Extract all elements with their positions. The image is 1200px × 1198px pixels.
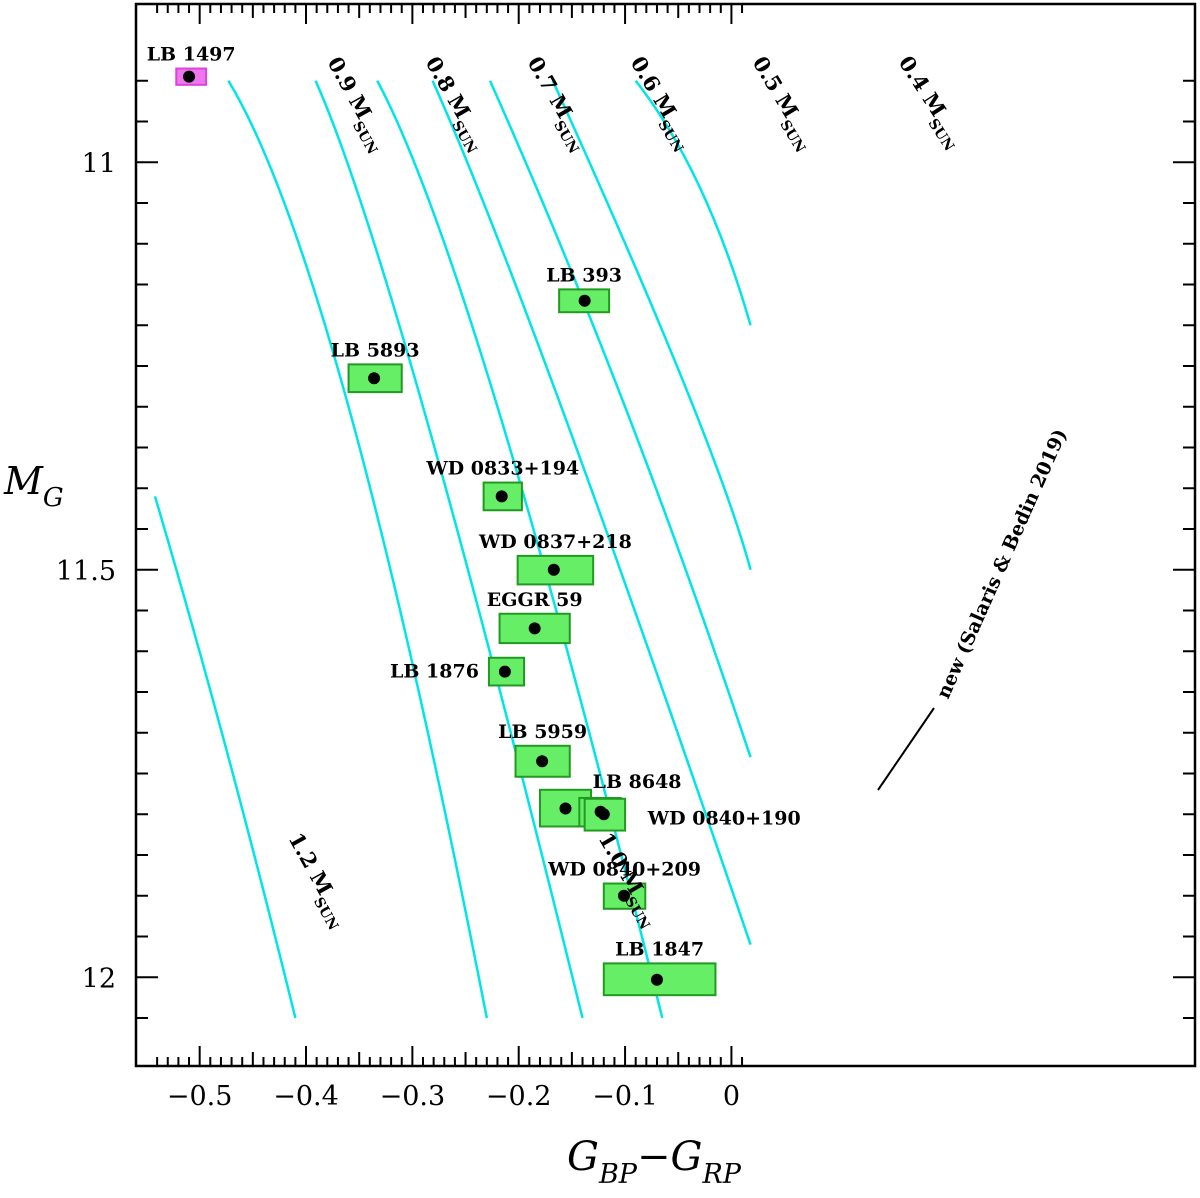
axis-ticks: [136, 4, 1195, 1066]
mass-track-0.7: [431, 80, 752, 946]
label-lb-1497: LB 1497: [147, 44, 236, 66]
mass-track-0.4: [634, 79, 752, 326]
mass-label-unit-sub: SUN: [448, 118, 480, 157]
point-lb-5959: [536, 755, 549, 768]
label-wd-0837-218: WD 0837+218: [478, 531, 632, 553]
point-lb-1876: [498, 665, 511, 678]
x-axis-title-main: G: [567, 1134, 599, 1180]
x-tick-label: −0.2: [486, 1081, 552, 1112]
axis-tick-labels: −0.5 −0.4 −0.3 −0.2 −0.1 0 11 11.5 12: [56, 148, 740, 1112]
y-tick-label: 12: [82, 963, 116, 994]
y-tick-label: 11.5: [56, 556, 116, 587]
label-lb-393: LB 393: [546, 264, 622, 286]
mass-track-0.9: [314, 80, 584, 1019]
label-wd-0840-190: WD 0840+190: [647, 808, 801, 830]
star-labels: LB 1497 LB 393 LB 5893 WD 0833+194 WD 0837+2…: [147, 44, 801, 961]
mass-label-0.4: 0.4 MSUN: [888, 51, 971, 154]
mass-label-0.8: 0.8 MSUN: [415, 52, 494, 157]
point-lb-1847: [650, 973, 663, 986]
point-lb-1497: [183, 70, 196, 83]
mass-label-0.9: 0.9 MSUN: [317, 52, 395, 157]
x-tick-label: −0.5: [167, 1081, 233, 1112]
label-wd-0840-209: WD 0840+209: [547, 859, 701, 881]
label-lb-1847: LB 1847: [615, 938, 704, 960]
x-tick-label: −0.1: [592, 1081, 658, 1112]
star-error-boxes: [175, 67, 717, 997]
mass-track-1.0: [227, 80, 489, 1019]
mass-label-0.6: 0.6 MSUN: [620, 52, 700, 156]
x-axis-title-sub2: RP: [701, 1159, 741, 1190]
mass-label-0.5: 0.5 MSUN: [742, 52, 822, 156]
x-tick-label: 0: [723, 1081, 740, 1112]
point-lb-393: [578, 294, 591, 307]
mass-label-1.2: 1.2 MSUN: [278, 828, 356, 933]
annotation-pointer-line: [877, 707, 935, 791]
x-axis-title: GBP−GRP: [567, 1134, 742, 1190]
label-lb-8648: LB 8648: [593, 771, 682, 793]
mass-label-unit-sub: SUN: [349, 119, 380, 158]
label-lb-5893: LB 5893: [331, 339, 420, 361]
mass-tracks: [153, 79, 752, 1019]
point-wd-0840-190: [597, 808, 610, 821]
y-axis-title-main: M: [3, 459, 44, 503]
mass-label-unit-sub: SUN: [654, 117, 686, 156]
point-wd-0837-218: [547, 563, 560, 576]
point-unlabeled-8: [559, 802, 572, 815]
x-axis-title-sub1: BP: [598, 1159, 638, 1190]
mass-track-0.5: [551, 80, 752, 571]
point-eggr-59: [528, 622, 541, 635]
x-tick-label: −0.4: [273, 1081, 339, 1112]
mass-track-0.6: [488, 80, 752, 758]
y-axis-title: MG: [3, 459, 64, 513]
point-wd-0840-209: [618, 889, 631, 902]
mass-track-1.2: [153, 496, 297, 1019]
x-axis-title-dash: −: [637, 1134, 671, 1180]
mass-label-unit-sub: SUN: [924, 116, 957, 154]
point-wd-0833-194: [495, 490, 508, 503]
plot-frame: [134, 2, 1197, 1068]
mass-label-unit-sub: SUN: [776, 117, 808, 156]
label-lb-1876: LB 1876: [390, 661, 479, 683]
annotation-text: new (Salaris & Bedin 2019): [932, 426, 1071, 702]
x-axis-title-main2: G: [670, 1134, 702, 1180]
star-points: [183, 70, 663, 986]
y-tick-label: 11: [82, 148, 116, 179]
x-tick-label: −0.3: [380, 1081, 446, 1112]
label-eggr-59: EGGR 59: [487, 589, 583, 611]
mass-label-0.7: 0.7 MSUN: [517, 52, 596, 157]
error-box-wd-0840-190: [583, 797, 627, 832]
mass-label-unit-sub: SUN: [310, 895, 341, 934]
y-axis-title-sub: G: [43, 483, 64, 513]
mass-label-unit-sub: SUN: [621, 894, 653, 933]
label-lb-5959: LB 5959: [498, 721, 587, 743]
point-lb-5893: [368, 372, 381, 385]
label-wd-0833-194: WD 0833+194: [425, 458, 579, 480]
